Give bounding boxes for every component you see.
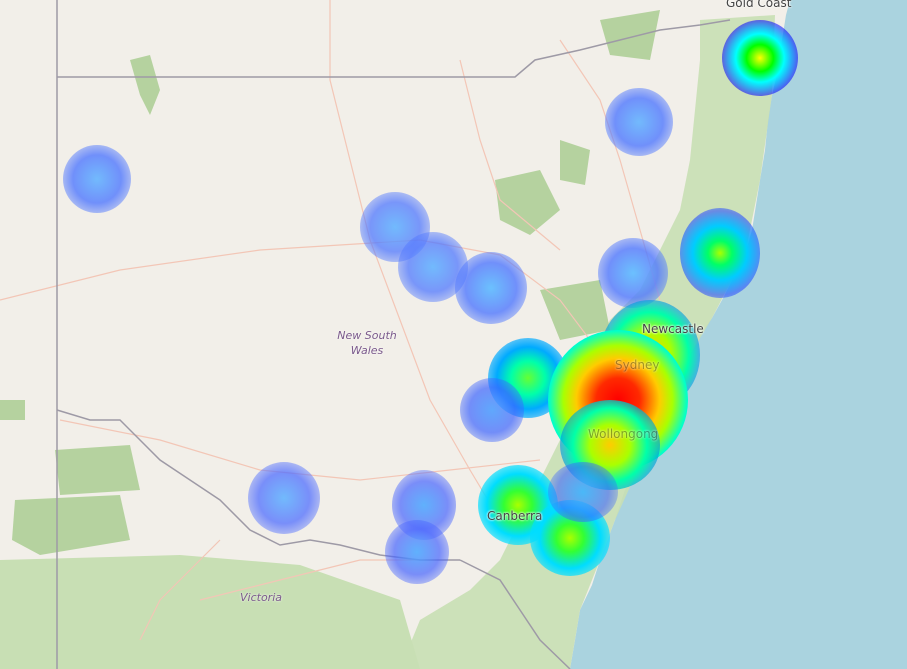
- label-wollongong: Wollongong: [588, 427, 659, 441]
- forest-patch: [600, 10, 660, 60]
- label-victoria: Victoria: [240, 591, 282, 604]
- forest-patch: [495, 170, 560, 235]
- forest-patch: [12, 495, 130, 555]
- label-sydney: Sydney: [615, 358, 660, 372]
- forest-patch: [0, 555, 420, 669]
- ocean: [570, 0, 907, 669]
- label-gold-coast: Gold Coast: [726, 0, 792, 10]
- forest-patch: [560, 140, 590, 185]
- label-new-south-wales: New South Wales: [337, 329, 397, 357]
- label-canberra: Canberra: [487, 509, 543, 523]
- forest-patch: [130, 55, 160, 115]
- forest-patch: [540, 280, 610, 340]
- state-borders: [56, 0, 731, 669]
- forest-patch: [0, 400, 25, 420]
- label-newcastle: Newcastle: [642, 322, 704, 336]
- forest-patch: [55, 445, 140, 495]
